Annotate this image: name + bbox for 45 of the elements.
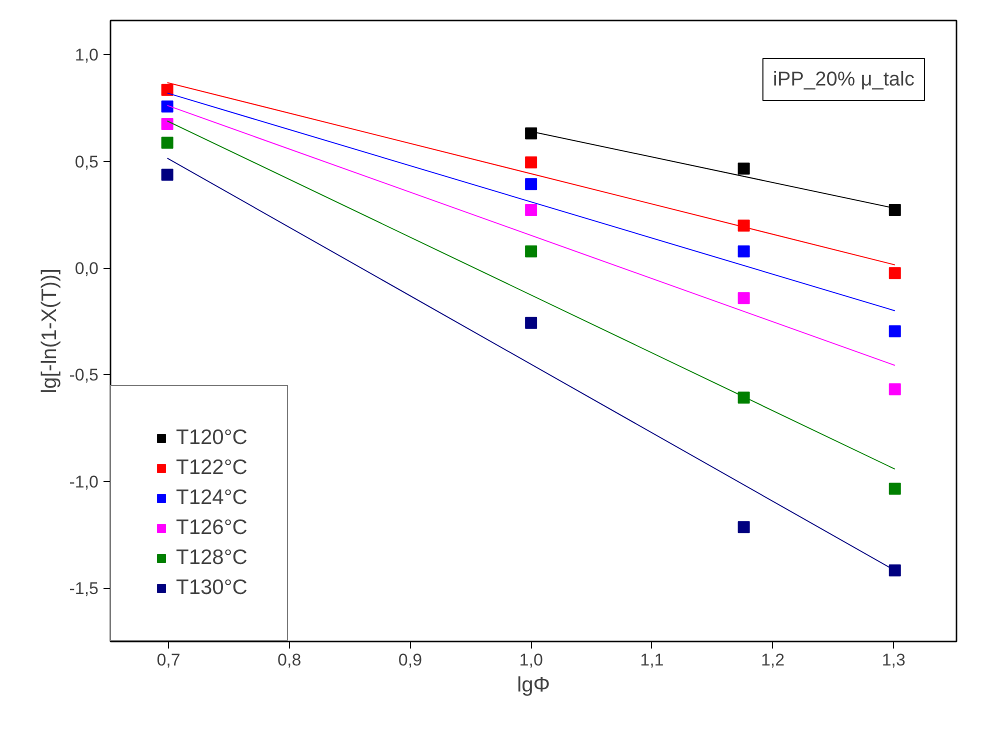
point — [525, 127, 538, 140]
point — [888, 204, 901, 216]
point — [161, 100, 174, 112]
point — [888, 383, 901, 396]
point — [738, 162, 750, 175]
annotation: iPP_20% μ_talc — [772, 68, 915, 90]
x-tick-label: 0,9 — [398, 650, 422, 670]
point — [525, 316, 538, 329]
y-tick-label: 0,5 — [74, 152, 99, 172]
point — [738, 392, 750, 404]
x-tick-label: 0,7 — [156, 650, 180, 670]
x-tick-label: 1,3 — [882, 650, 906, 670]
point — [738, 521, 750, 534]
point — [888, 482, 901, 495]
y-tick-label: -0,5 — [69, 366, 99, 385]
point — [888, 564, 901, 576]
point — [525, 156, 538, 168]
point — [161, 168, 174, 181]
y-tick-label: -1,5 — [69, 579, 99, 598]
point — [738, 245, 750, 258]
x-tick-label: 1,2 — [760, 650, 785, 670]
x-axis-title: lgΦ — [516, 674, 550, 696]
x-tick-label: 1,0 — [519, 650, 543, 670]
point — [525, 178, 538, 190]
point — [161, 84, 174, 96]
legend-label: T122°C — [176, 456, 248, 480]
legend-label: T128°C — [176, 546, 248, 570]
x-tick-label: 0,8 — [278, 650, 302, 670]
legend-label: T124°C — [176, 486, 248, 510]
y-tick-label: 0,0 — [74, 259, 99, 278]
legend-label: T130°C — [176, 576, 248, 600]
point — [161, 136, 174, 149]
legend-label: T120°C — [176, 426, 248, 450]
point — [738, 292, 750, 304]
point — [738, 220, 750, 232]
point — [161, 118, 174, 130]
point — [525, 245, 538, 258]
point — [525, 204, 538, 216]
y-tick-label: -1,0 — [69, 472, 99, 492]
x-tick-label: 1,1 — [640, 650, 664, 670]
point — [888, 325, 901, 338]
y-tick-label: 1,0 — [74, 46, 99, 65]
point — [888, 267, 901, 280]
legend-label: T126°C — [176, 516, 248, 540]
y-axis-title: lg[-ln(1-X(T))] — [38, 268, 62, 394]
